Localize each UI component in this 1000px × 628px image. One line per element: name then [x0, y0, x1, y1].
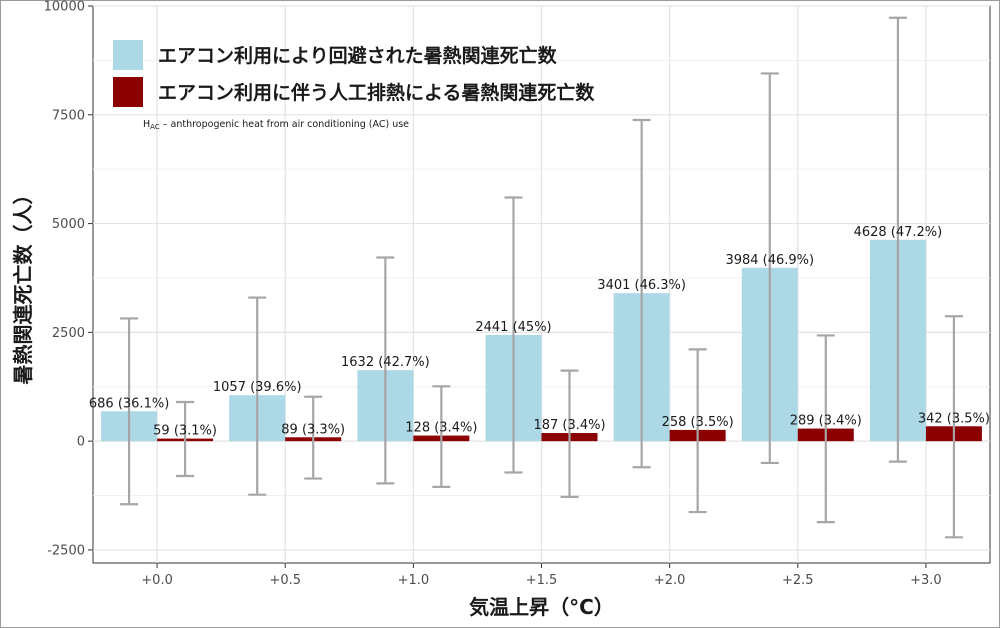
- error-bar: [816, 334, 835, 524]
- data-labels: 686 (36.1%) 1057 (39.6%) 1632 (42.7%) 2441 …: [89, 225, 990, 439]
- error-bar: [888, 16, 907, 463]
- x-axis-title: 気温上昇（°C）: [469, 595, 614, 619]
- y-tick-label: -2500: [47, 543, 85, 558]
- data-label: 187 (3.4%): [533, 418, 605, 433]
- error-bar: [560, 369, 579, 498]
- error-bar: [248, 296, 267, 496]
- data-label: 686 (36.1%): [89, 396, 169, 411]
- data-label: 258 (3.5%): [662, 415, 734, 430]
- error-bar: [304, 395, 323, 480]
- y-axis: -2500 0 2500 5000 7500 10000: [44, 0, 93, 558]
- error-bar: [632, 118, 651, 469]
- x-tick-label: +1.5: [526, 573, 558, 588]
- error-bar: [432, 385, 451, 488]
- legend: エアコン利用により回避された暑熱関連死亡数 エアコン利用に伴う人工排熱による暑熱…: [113, 40, 595, 131]
- x-tick-label: +0.5: [269, 573, 301, 588]
- data-label: 3984 (46.9%): [725, 253, 814, 268]
- legend-swatch-avoided: [113, 40, 143, 70]
- data-label: 4628 (47.2%): [854, 225, 943, 240]
- error-bar: [688, 348, 707, 514]
- error-bar: [176, 400, 195, 478]
- y-tick-label: 10000: [44, 0, 85, 15]
- error-bars: [120, 16, 963, 539]
- data-label: 2441 (45%): [475, 320, 551, 335]
- y-axis-title: 暑熱関連死亡数（人）: [11, 185, 35, 385]
- x-tick-label: +2.5: [782, 573, 814, 588]
- data-label: 59 (3.1%): [153, 424, 217, 439]
- chart-annotation: HAC – anthropogenic heat from air condit…: [143, 119, 409, 131]
- error-bar: [504, 196, 523, 474]
- data-label: 289 (3.4%): [790, 414, 862, 429]
- annotation-text: – anthropogenic heat from air conditioni…: [160, 119, 409, 130]
- x-tick-label: +0.0: [141, 573, 173, 588]
- y-tick-label: 7500: [52, 108, 85, 123]
- data-label: 3401 (46.3%): [597, 278, 686, 293]
- error-bar: [120, 317, 139, 506]
- x-tick-label: +2.0: [654, 573, 686, 588]
- y-tick-label: 5000: [52, 217, 85, 232]
- annotation-main: H: [143, 119, 150, 130]
- annotation-subscript: AC: [150, 123, 160, 131]
- legend-label-avoided: エアコン利用により回避された暑熱関連死亡数: [158, 44, 558, 67]
- x-tick-label: +3.0: [910, 573, 942, 588]
- error-bar: [760, 72, 779, 465]
- data-label: 342 (3.5%): [918, 411, 990, 426]
- y-tick-label: 0: [77, 435, 85, 450]
- x-tick-label: +1.0: [398, 573, 430, 588]
- data-label: 1057 (39.6%): [213, 380, 302, 395]
- data-label: 1632 (42.7%): [341, 355, 430, 370]
- legend-swatch-waste-heat: [113, 77, 143, 107]
- error-bar: [376, 256, 395, 485]
- x-axis: +0.0 +0.5 +1.0 +1.5 +2.0 +2.5 +3.0: [141, 563, 942, 588]
- data-label: 128 (3.4%): [405, 421, 477, 436]
- legend-label-waste-heat: エアコン利用に伴う人工排熱による暑熱関連死亡数: [158, 81, 595, 104]
- y-tick-label: 2500: [52, 326, 85, 341]
- data-label: 89 (3.3%): [281, 422, 345, 437]
- error-bar: [944, 315, 963, 539]
